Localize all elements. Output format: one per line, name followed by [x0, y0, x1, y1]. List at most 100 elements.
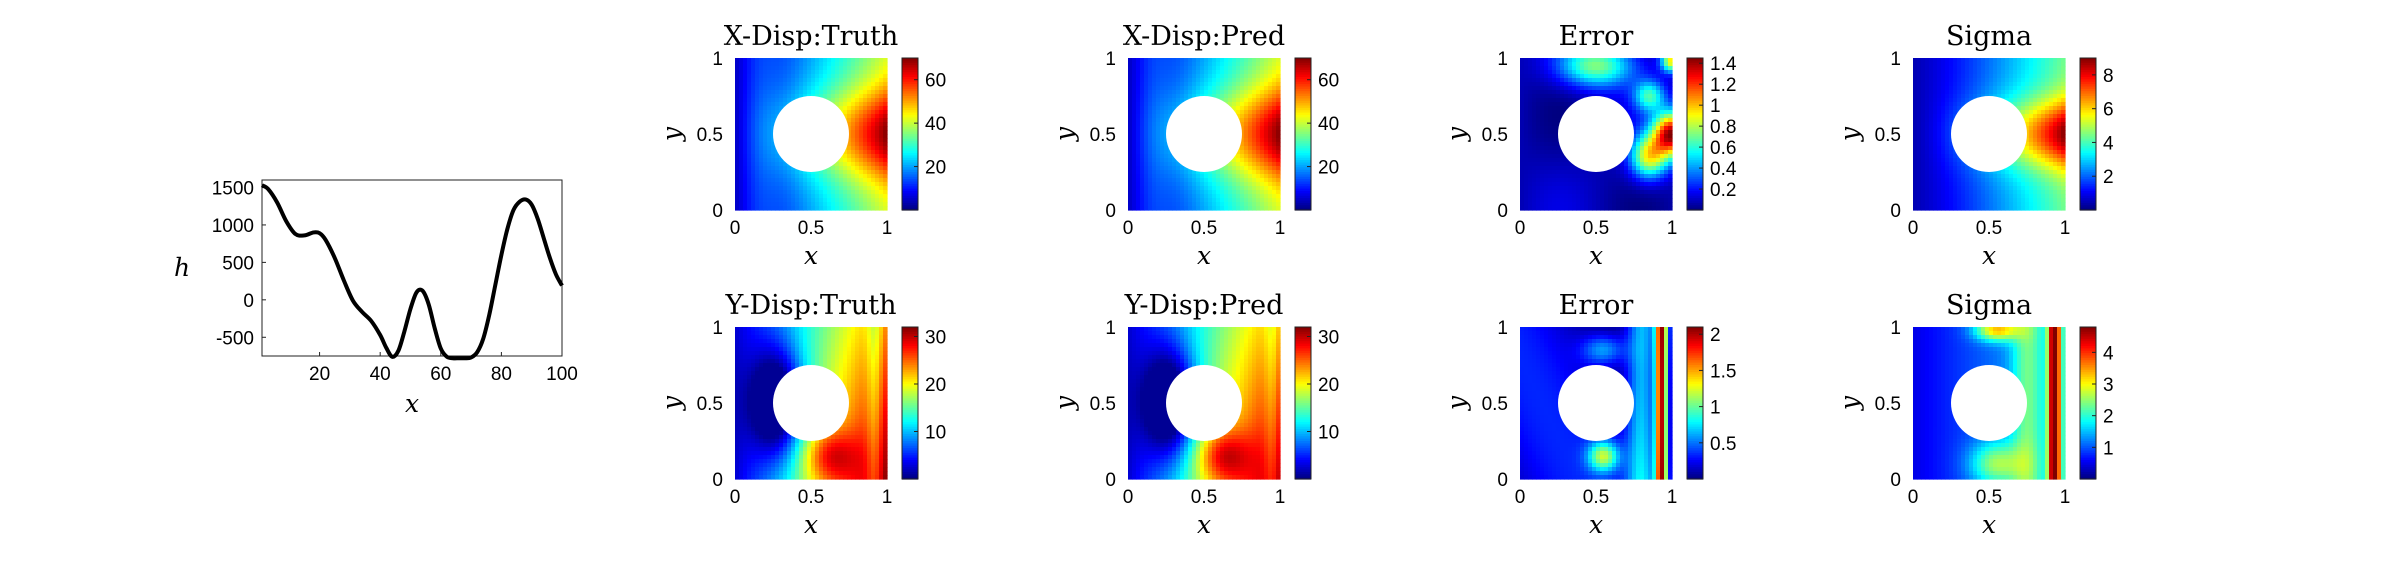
heat-cell — [811, 58, 816, 63]
heat-cell — [763, 70, 768, 75]
heat-cell — [1929, 74, 1934, 79]
heat-cell — [819, 174, 824, 179]
heat-cell — [1268, 186, 1273, 191]
heat-cell — [1556, 202, 1561, 207]
heat-cell — [883, 206, 888, 211]
heat-cell — [1644, 114, 1649, 119]
heat-cell — [1212, 194, 1217, 199]
heat-cell — [1532, 134, 1537, 139]
heat-cell — [871, 126, 876, 131]
heat-cell — [1660, 102, 1665, 107]
heat-cell — [739, 102, 744, 107]
heat-cell — [1921, 86, 1926, 91]
heat-cell — [1152, 82, 1157, 87]
heat-cell — [1528, 182, 1533, 187]
heat-cell — [1913, 70, 1918, 75]
y-tick-label: -500 — [216, 328, 254, 349]
heat-cell — [1224, 190, 1229, 195]
heat-cell — [1540, 122, 1545, 127]
heat-cell — [1929, 182, 1934, 187]
colorbar-segment — [902, 169, 918, 173]
heat-cell — [1224, 198, 1229, 203]
heat-cell — [775, 78, 780, 83]
heat-cell — [1272, 194, 1277, 199]
heat-cell — [1576, 66, 1581, 71]
heat-cell — [1260, 178, 1265, 183]
heat-cell — [1568, 170, 1573, 175]
heat-cell — [787, 198, 792, 203]
heat-cell — [847, 158, 852, 163]
heat-cell — [1596, 62, 1601, 67]
colorbar-segment — [1295, 69, 1311, 73]
heat-cell — [1640, 194, 1645, 199]
heat-cell — [867, 170, 872, 175]
heat-cell — [867, 70, 872, 75]
heat-cell — [735, 194, 740, 199]
heat-cell — [739, 158, 744, 163]
heat-cell — [1148, 98, 1153, 103]
heat-cell — [1128, 166, 1133, 171]
heat-cell — [1540, 86, 1545, 91]
heat-cell — [843, 102, 848, 107]
heat-cell — [1132, 142, 1137, 147]
heat-cell — [1212, 94, 1217, 99]
colorbar-segment — [902, 62, 918, 66]
heat-cell — [1917, 110, 1922, 115]
heat-cell — [1588, 94, 1593, 99]
heat-cell — [871, 142, 876, 147]
heat-cell — [1668, 82, 1673, 87]
heat-cell — [1152, 66, 1157, 71]
colorbar-segment — [902, 117, 918, 121]
heat-cell — [751, 150, 756, 155]
heat-cell — [1568, 182, 1573, 187]
heat-cell — [735, 106, 740, 111]
heat-cell — [1945, 158, 1950, 163]
heat-cell — [1644, 170, 1649, 175]
heat-cell — [1556, 170, 1561, 175]
heat-cell — [1224, 206, 1229, 211]
heat-cell — [755, 166, 760, 171]
heat-cell — [1913, 94, 1918, 99]
heat-cell — [863, 170, 868, 175]
heat-cell — [1552, 94, 1557, 99]
heat-cell — [1248, 170, 1253, 175]
heat-cell — [1564, 190, 1569, 195]
heat-cell — [771, 114, 776, 119]
heat-cell — [771, 110, 776, 115]
heat-cell — [1168, 178, 1173, 183]
heat-cell — [1628, 90, 1633, 95]
heat-cell — [1188, 190, 1193, 195]
heat-cell — [1132, 178, 1137, 183]
heat-cell — [775, 90, 780, 95]
heat-cell — [1240, 186, 1245, 191]
heat-cell — [1540, 206, 1545, 211]
heat-cell — [1212, 90, 1217, 95]
heat-cell — [847, 130, 852, 135]
heat-cell — [1536, 178, 1541, 183]
heat-cell — [1624, 82, 1629, 87]
heat-cell — [735, 138, 740, 143]
heat-cell — [823, 86, 828, 91]
heat-cell — [847, 170, 852, 175]
heat-cell — [1616, 58, 1621, 63]
heat-cell — [851, 174, 856, 179]
heat-cell — [1608, 74, 1613, 79]
heat-cell — [759, 146, 764, 151]
heat-cell — [767, 138, 772, 143]
heat-cell — [1660, 122, 1665, 127]
heat-cell — [827, 98, 832, 103]
heat-cell — [1276, 198, 1281, 203]
colorbar-segment — [902, 202, 918, 206]
heat-cell — [1648, 178, 1653, 183]
heat-cell — [1640, 86, 1645, 91]
heat-cell — [1552, 130, 1557, 135]
heat-cell — [1184, 74, 1189, 79]
heat-cell — [1204, 62, 1209, 67]
colorbar-segment — [1295, 143, 1311, 147]
heat-cell — [1933, 134, 1938, 139]
colorbar-segment — [902, 176, 918, 180]
heat-cell — [783, 202, 788, 207]
heat-cell — [743, 166, 748, 171]
heat-cell — [1584, 194, 1589, 199]
heat-cell — [763, 154, 768, 159]
